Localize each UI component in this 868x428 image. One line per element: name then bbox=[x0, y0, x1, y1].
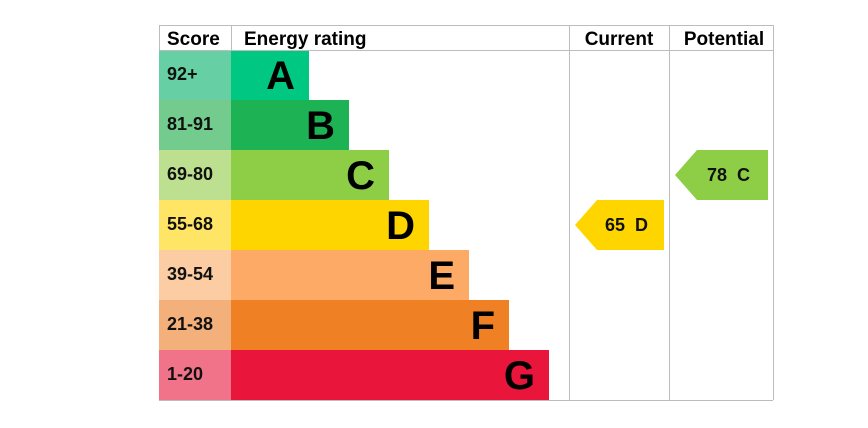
score-cell-e bbox=[159, 250, 231, 300]
current-rating-label: 65 D bbox=[605, 215, 648, 235]
band-letter-e: E bbox=[428, 254, 455, 298]
rating-bands: 92+ A 81-91 B 69-80 C 55-68 D 39-54 E 21-38 F 1-20 G bbox=[159, 50, 549, 400]
band-letter-g: G bbox=[504, 354, 535, 398]
score-cell-g bbox=[159, 350, 231, 400]
score-label-c: 69-80 bbox=[167, 164, 213, 184]
score-cell-a bbox=[159, 50, 231, 100]
band-letter-c: C bbox=[346, 154, 375, 198]
score-cell-d bbox=[159, 200, 231, 250]
band-letter-a: A bbox=[266, 54, 295, 98]
score-label-e: 39-54 bbox=[167, 264, 213, 284]
band-bar-d bbox=[231, 200, 429, 250]
current-arrow bbox=[575, 200, 664, 250]
table-grid bbox=[159, 25, 774, 401]
header-energy-rating: Energy rating bbox=[244, 29, 366, 50]
band-bar-b bbox=[231, 100, 349, 150]
score-cell-b bbox=[159, 100, 231, 150]
band-bar-c bbox=[231, 150, 389, 200]
score-label-f: 21-38 bbox=[167, 314, 213, 334]
score-label-d: 55-68 bbox=[167, 214, 213, 234]
band-bar-e bbox=[231, 250, 469, 300]
score-label-g: 1-20 bbox=[167, 364, 203, 384]
band-letter-f: F bbox=[471, 304, 495, 348]
score-cell-f bbox=[159, 300, 231, 350]
header-current: Current bbox=[585, 29, 654, 50]
band-bar-g bbox=[231, 350, 549, 400]
band-letter-d: D bbox=[386, 204, 415, 248]
potential-rating-label: 78 C bbox=[707, 165, 750, 185]
band-bar-a bbox=[231, 50, 309, 100]
rating-arrows: 65 D 78 C bbox=[575, 150, 768, 250]
band-letter-b: B bbox=[306, 104, 335, 148]
potential-arrow bbox=[675, 150, 768, 200]
header-score: Score bbox=[167, 29, 220, 50]
score-label-b: 81-91 bbox=[167, 114, 213, 134]
header-potential: Potential bbox=[684, 29, 764, 50]
score-label-a: 92+ bbox=[167, 64, 198, 84]
score-cell-c bbox=[159, 150, 231, 200]
band-bar-f bbox=[231, 300, 509, 350]
